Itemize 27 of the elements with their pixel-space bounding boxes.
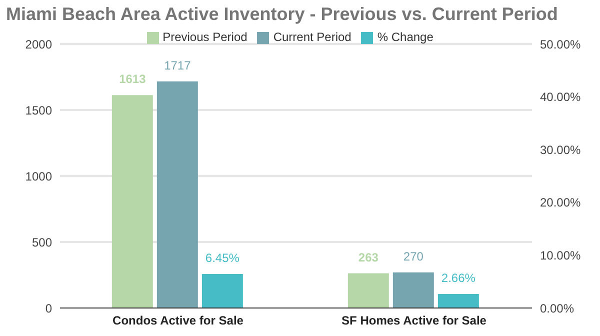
x-tick-label: Condos Active for Sale bbox=[112, 314, 244, 328]
data-label: 270 bbox=[403, 249, 424, 264]
bar bbox=[156, 81, 198, 308]
y2-tick-label: 20.00% bbox=[540, 196, 582, 210]
data-label: 6.45% bbox=[205, 250, 240, 265]
y-tick-label: 1500 bbox=[25, 103, 52, 118]
legend-label: Previous Period bbox=[162, 30, 248, 44]
y2-tick-label: 10.00% bbox=[540, 248, 582, 262]
data-label: 263 bbox=[358, 250, 379, 264]
bar bbox=[348, 273, 389, 308]
x-tick-label: SF Homes Active for Sale bbox=[342, 314, 487, 328]
y-tick-label: 2000 bbox=[25, 37, 52, 52]
y-tick-label: 0 bbox=[45, 301, 52, 316]
y2-tick-label: 40.00% bbox=[540, 90, 582, 104]
data-label: 1613 bbox=[119, 72, 146, 86]
y-tick-label: 500 bbox=[32, 235, 52, 250]
data-label: 1717 bbox=[164, 58, 192, 72]
data-label: 2.66% bbox=[441, 270, 476, 285]
legend-label: Current Period bbox=[273, 30, 352, 44]
bar bbox=[392, 272, 434, 308]
y-tick-label: 1000 bbox=[25, 169, 52, 184]
bar bbox=[112, 95, 153, 308]
chart-title: Miami Beach Area Active Inventory - Previous vs. Current Period bbox=[6, 4, 558, 25]
legend-label: % Change bbox=[377, 30, 434, 44]
y2-tick-label: 50.00% bbox=[540, 37, 582, 52]
y2-tick-label: 0.00% bbox=[540, 301, 574, 316]
y2-tick-label: 30.00% bbox=[540, 142, 582, 157]
